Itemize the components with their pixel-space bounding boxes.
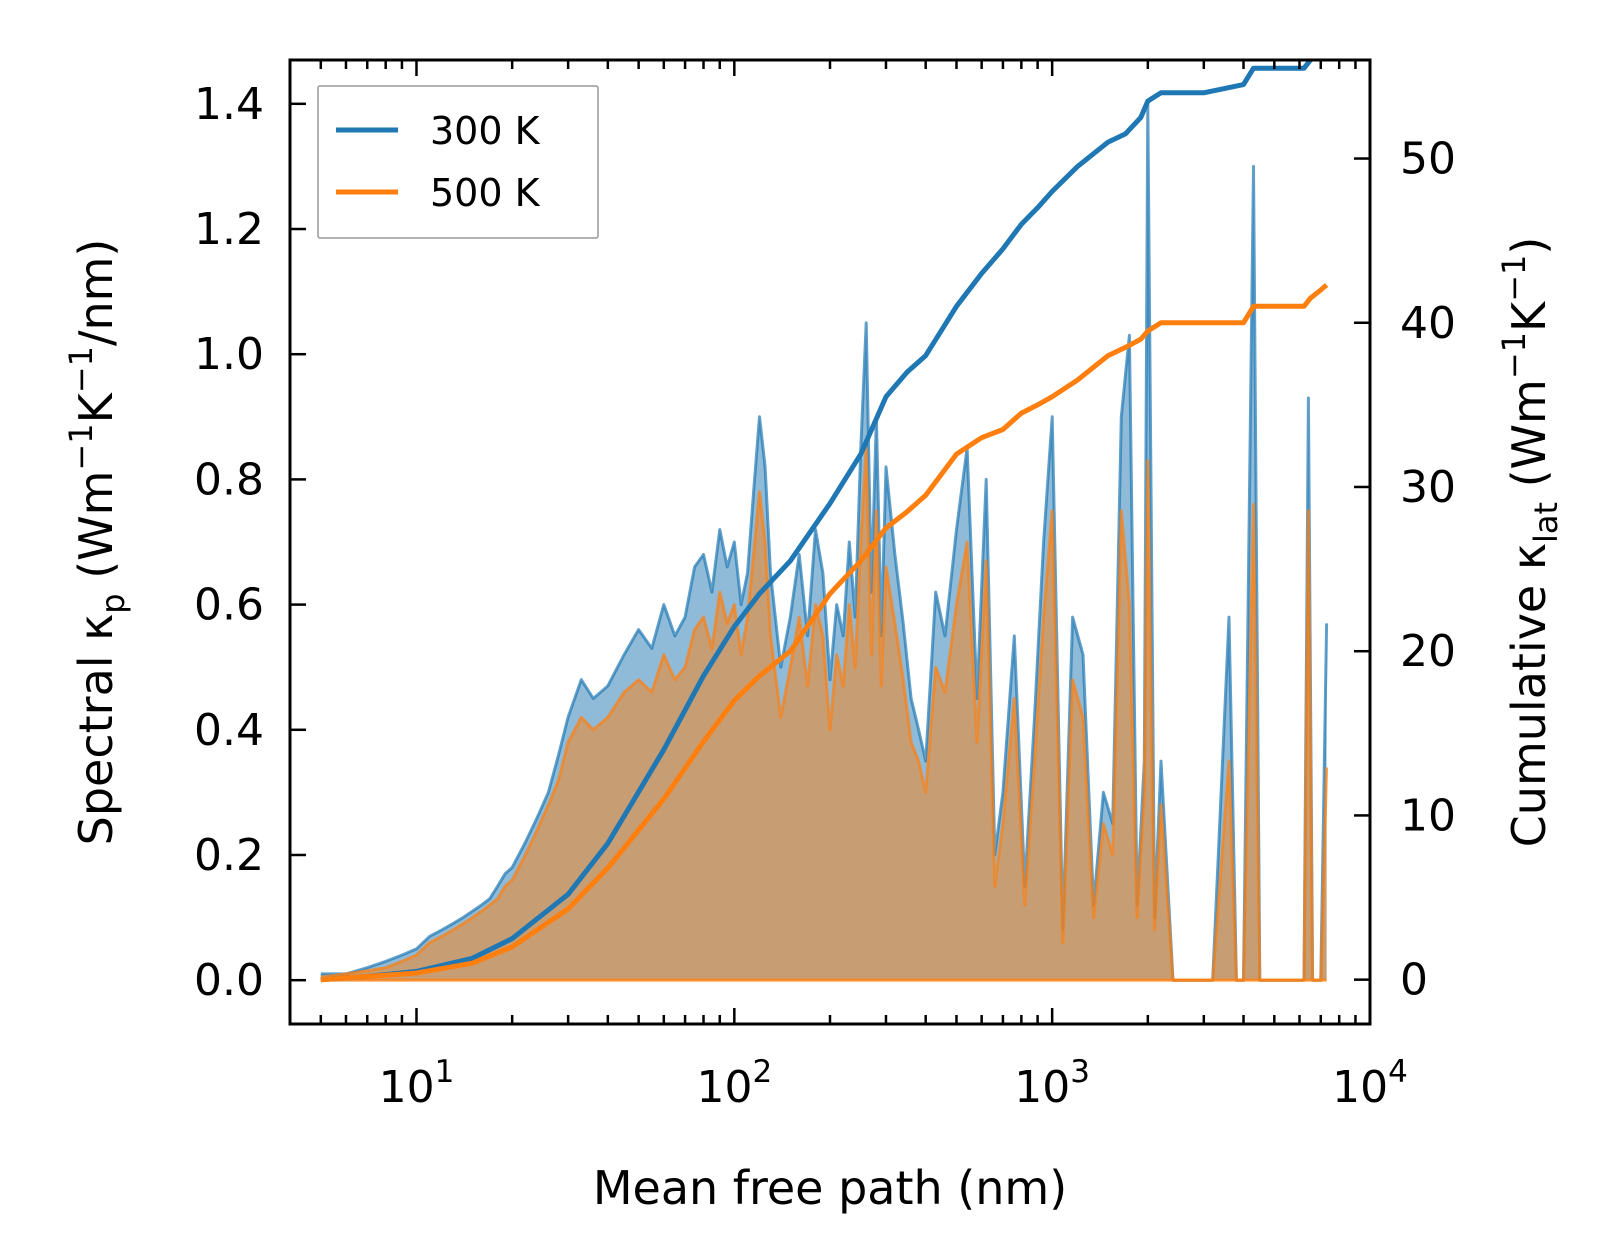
legend: 300 K 500 K	[317, 85, 599, 239]
plot-clipped-group	[320, 60, 1329, 983]
cumulative-line-500k	[320, 283, 1329, 983]
y-left-tick-label: 0.6	[194, 580, 264, 631]
spectral-area-500k	[320, 448, 1327, 981]
spectral-line-500k	[320, 446, 1329, 982]
cumulative-line-300k	[320, 60, 1315, 983]
legend-box	[317, 85, 599, 239]
plot-area	[320, 60, 1329, 983]
legend-label: 300 K	[430, 109, 541, 153]
y-left-axis-title: Spectral κp (Wm−1K−1/nm)	[62, 239, 132, 846]
x-tick-label: 104	[1332, 1054, 1408, 1113]
y-left-tick-label: 0.8	[194, 454, 264, 505]
y-left-tick-label: 1.0	[194, 329, 264, 380]
y-left-tick-label: 1.4	[194, 79, 264, 130]
y-right-tick-label: 20	[1400, 626, 1456, 677]
x-tick-label: 102	[696, 1054, 772, 1113]
y-left-tick-label: 0.2	[194, 830, 264, 881]
legend-label: 500 K	[430, 171, 541, 215]
y-right-tick-label: 10	[1400, 790, 1456, 841]
axes	[288, 58, 1372, 1026]
x-tick-label: 103	[1014, 1054, 1090, 1113]
y-right-tick-label: 50	[1400, 134, 1456, 185]
y-left-tick-label: 0.0	[194, 955, 264, 1006]
spectral-line-300k	[320, 102, 1329, 982]
y-left-tick-label: 0.4	[194, 705, 264, 756]
y-right-tick-label: 0	[1400, 955, 1428, 1006]
x-axis-title: Mean free path (nm)	[593, 1161, 1067, 1215]
y-right-tick-label: 40	[1400, 298, 1456, 349]
y-left-tick-label: 1.2	[194, 204, 264, 255]
y-right-tick-label: 30	[1400, 462, 1456, 513]
x-tick-label: 101	[379, 1054, 455, 1113]
y-right-axis-title: Cumulative κlat (Wm−1K−1)	[1495, 237, 1565, 848]
axis-labels: 101 102 103 104 0.0 0.2 0.4 0.6 0.8 1.0 1.2 1.4 0 10 2…	[62, 79, 1565, 1215]
